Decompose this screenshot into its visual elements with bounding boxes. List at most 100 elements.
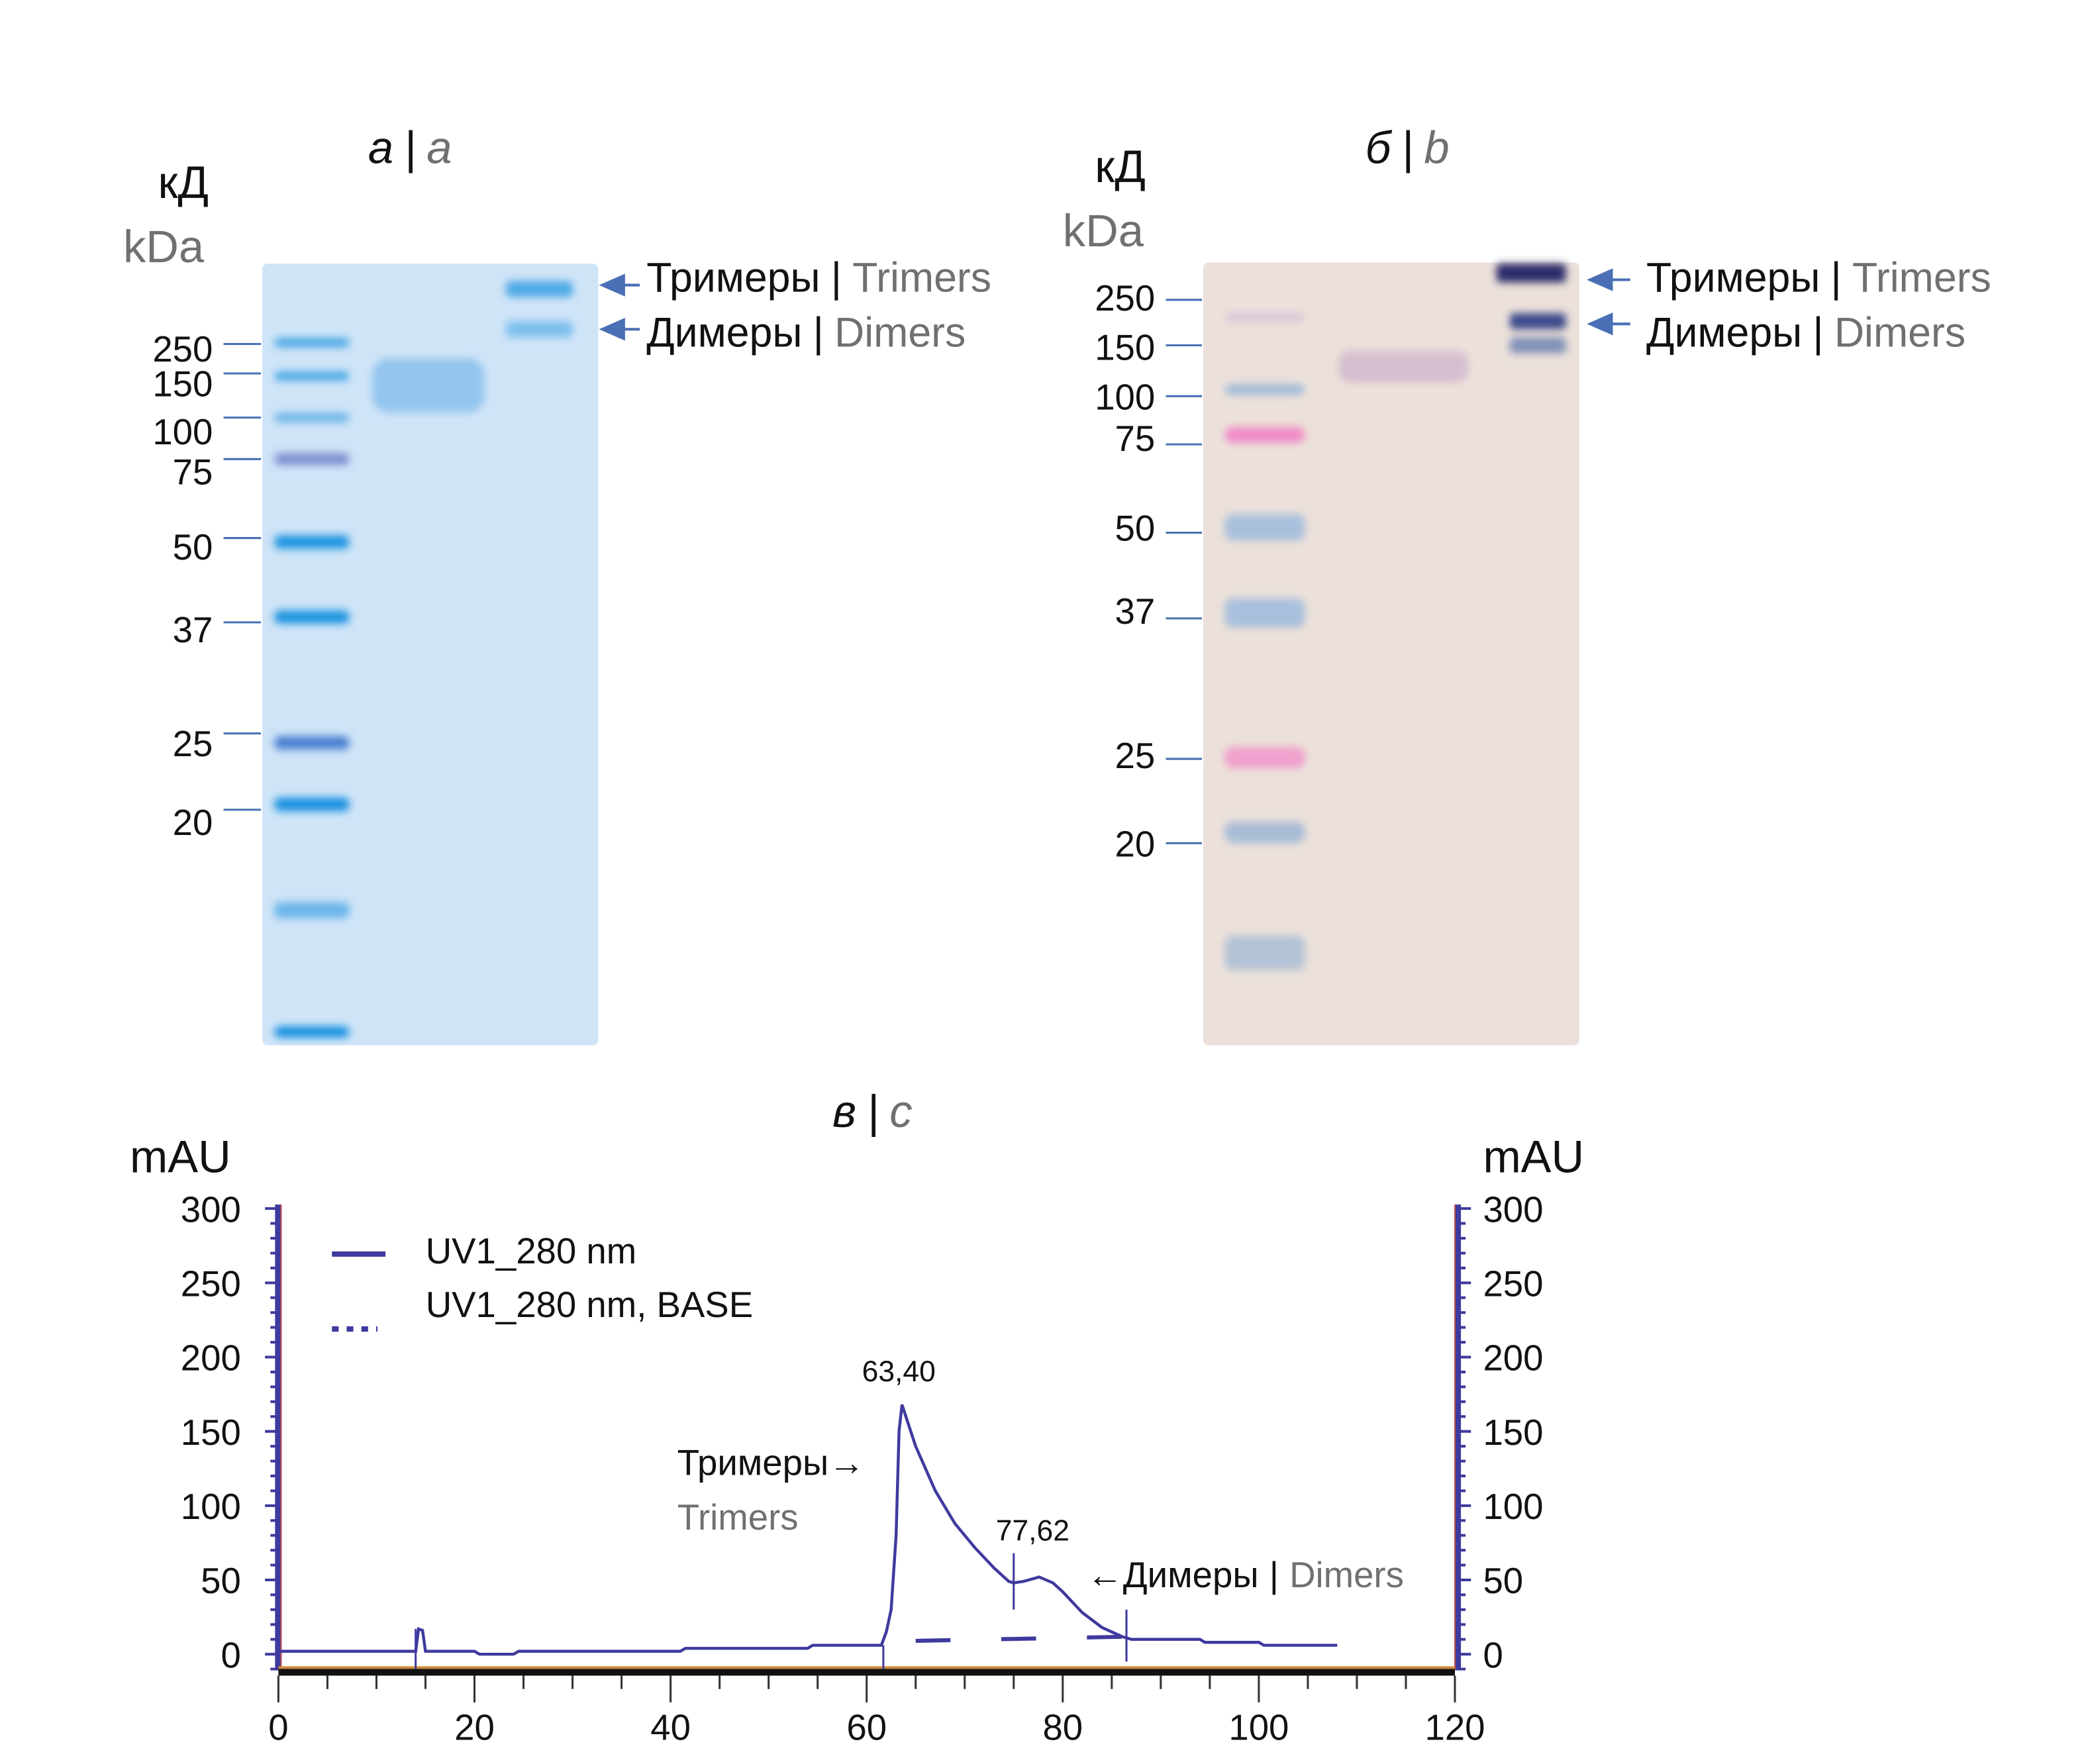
x-tick-label: 60 [846,1708,887,1748]
arrow-left-icon [599,318,640,341]
y-tick-label-left: 200 [181,1338,241,1379]
marker-label: 25 [173,724,213,764]
svg-text:Димеры|Dimers: Димеры | Dimers [646,310,966,356]
dimer-band [1509,337,1566,354]
legend: UV1_280 nm UV1_280 nm, BASE [332,1231,753,1332]
ladder-band [1224,822,1305,844]
y-tick-label-left: 150 [181,1412,241,1453]
svg-text:Тримеры|Trimers: Тримеры | Trimers [646,255,991,301]
x-axis-edge [278,1666,1455,1669]
peak-label: 77,62 [996,1514,1069,1547]
marker-label: 25 [1115,736,1156,776]
gel-b-bands [1224,264,1566,971]
ladder-band [1224,514,1305,541]
dimer-band [1509,313,1566,330]
unit-ru: кД [1095,141,1146,192]
panel-a-title: а | a [368,122,452,173]
ladder-band [274,453,350,466]
x-axis [278,1669,1455,1676]
ladder-band [274,338,350,348]
ladder-band [274,1026,350,1038]
marker-label: 50 [173,527,213,567]
y-axis-label-right: mAU [1483,1132,1584,1183]
trimer-band [1496,264,1566,283]
arrow-left-icon [1587,312,1630,336]
gel-a-bands [274,281,573,1038]
arrow-dimers-a: Димеры | Dimers [599,310,966,356]
x-tick-label: 80 [1042,1708,1083,1748]
x-tick-label: 40 [650,1708,691,1748]
marker-label: 150 [1095,328,1155,368]
x-tick-label: 20 [454,1708,495,1748]
dimers-annotation: ←Димеры | Dimers [1087,1555,1404,1595]
svg-text:Тримеры|Trimers: Тримеры | Trimers [1646,255,1991,301]
ladder-band [274,736,350,750]
ladder-band [274,797,350,811]
unit-ru: кД [158,157,209,208]
legend-label: UV1_280 nm, BASE [426,1285,753,1325]
y-tick-label-left: 300 [181,1189,241,1230]
uv-trace-series [278,1404,1338,1656]
ladder-band [274,413,350,422]
y-tick-label-right: 250 [1483,1264,1543,1304]
trimers-annotation: Тримеры→ [677,1442,865,1483]
y-tick-label-right: 0 [1483,1635,1503,1675]
marker-label: 75 [173,452,213,493]
arrow-left-icon [1587,268,1630,291]
panel-c-title: в | c [832,1086,912,1137]
marker-label: 37 [173,610,213,650]
y-axis-label-left: mAU [130,1132,231,1183]
y-tick-label-right: 300 [1483,1189,1543,1230]
marker-label: 20 [1115,824,1156,865]
arrow-trimers-b: Тримеры | Trimers [1587,255,1991,301]
legend-label: UV1_280 nm [426,1231,636,1271]
marker-label: 75 [1115,418,1156,459]
y-tick-label-left: 0 [221,1635,240,1675]
y-tick-label-left: 50 [201,1561,241,1601]
sample-band [1338,350,1469,383]
unit-en: kDa [1063,205,1144,256]
ladder-band [1224,746,1305,769]
panel-b-title: б | b [1366,122,1450,173]
y-tick-label-right: 150 [1483,1412,1543,1453]
x-tick-label: 0 [268,1708,288,1748]
arrow-left-icon [599,273,640,297]
unit-en: kDa [123,221,205,272]
ladder-band [274,902,350,918]
ladder-band [274,610,350,624]
ladder-band [1224,598,1305,628]
marker-label: 150 [152,364,213,404]
y-tick-label-right: 200 [1483,1338,1543,1379]
y-tick-label-right: 50 [1483,1561,1523,1601]
ladder-band [1224,311,1305,323]
ladder-band [1224,935,1305,971]
peak-label: 63,40 [862,1355,936,1388]
y-tick-label-left: 100 [181,1487,241,1527]
y-tick-label-right: 100 [1483,1487,1543,1527]
arrow-dimers-b: Димеры | Dimers [1587,310,1965,356]
marker-label: 250 [152,329,213,369]
gel-b [1203,262,1579,1046]
x-tick-label: 120 [1424,1708,1485,1748]
arrow-trimers-a: Тримеры | Trimers [599,255,991,301]
ladder-band [1224,384,1305,395]
marker-label: 250 [1095,278,1155,318]
dimer-band [505,321,573,338]
x-tick-label: 100 [1228,1708,1289,1748]
trimers-annotation-en: Trimers [677,1497,799,1538]
sample-band [372,358,485,413]
ladder-band [274,371,350,381]
marker-label: 100 [152,412,213,452]
trimer-band [505,281,573,297]
ladder-band [1224,426,1305,444]
marker-label: 50 [1115,509,1156,549]
marker-label: 20 [173,803,213,843]
marker-label: 100 [1095,377,1155,418]
